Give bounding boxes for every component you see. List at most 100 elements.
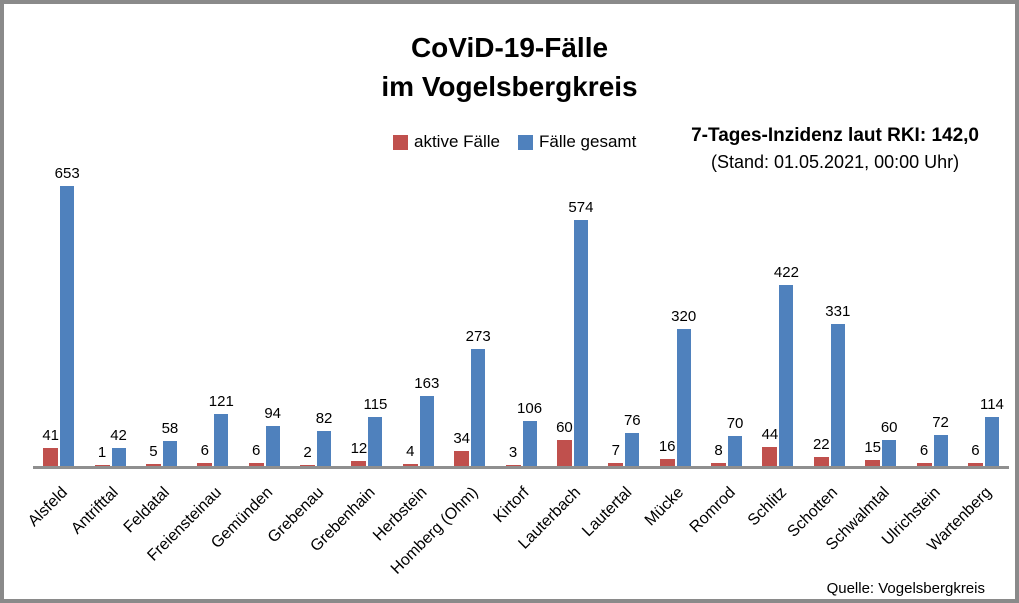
x-axis-label: Mücke	[641, 484, 688, 530]
x-axis-label: Alsfeld	[24, 484, 71, 530]
bar-total-cases: 82	[316, 410, 332, 466]
bar-value-label: 16	[658, 438, 676, 455]
x-axis-label: Romrod	[686, 484, 739, 537]
x-axis-label: Schlitz	[744, 484, 790, 530]
bar-total-cases: 653	[55, 165, 80, 466]
bar-group: 8 70	[701, 174, 752, 466]
bar-value-label: 6	[252, 442, 261, 459]
bar-total-cases: 115	[363, 396, 387, 466]
bar-value-label: 4	[406, 443, 415, 460]
bar-value-label: 1	[97, 444, 107, 461]
bar-value-label: 60	[880, 419, 898, 436]
legend-label-total-cases: Fälle gesamt	[538, 132, 637, 151]
bar-group: 4 163	[393, 174, 444, 466]
bar-active-cases: 34	[453, 430, 470, 466]
bar-total-cases: 320	[671, 308, 696, 466]
bar-group: 22 331	[804, 174, 855, 466]
chart-title: CoViD-19-Fälle im Vogelsbergkreis	[4, 28, 1015, 106]
x-axis-label: Antrifttal	[68, 484, 123, 538]
bar-total-cases: 70	[727, 415, 743, 466]
bar-value-label: 273	[465, 328, 491, 345]
bar-value-label: 3	[508, 444, 518, 461]
bar-value-label: 422	[773, 264, 799, 281]
bar-active-cases: 6	[248, 442, 264, 466]
bar-group: 6 72	[906, 174, 957, 466]
x-axis-label: Kirtorf	[490, 484, 534, 527]
bar-total-cases: 106	[517, 400, 542, 466]
bar-total-cases: 60	[881, 419, 898, 466]
legend-item-active-cases: aktive Fälle	[393, 132, 500, 152]
bar-total-cases: 422	[774, 264, 799, 466]
bar-group: 6 114	[958, 174, 1009, 466]
bar-value-label: 22	[812, 436, 830, 453]
bar-total-cases: 331	[825, 303, 850, 466]
bar-total-cases: 574	[568, 199, 593, 466]
bar-active-cases: 8	[711, 442, 727, 466]
bar-active-cases: 1	[94, 444, 110, 466]
x-axis-line	[33, 466, 1009, 469]
bar-active-cases: 5	[145, 443, 161, 466]
bar-active-cases: 3	[505, 444, 521, 466]
incidence-note-line1: 7-Tages-Inzidenz laut RKI: 142,0	[691, 125, 979, 146]
legend: aktive Fälle Fälle gesamt	[393, 132, 636, 152]
bar-value-label: 94	[264, 405, 282, 422]
bar-group: 7 76	[598, 174, 649, 466]
bar-active-cases: 2	[300, 444, 316, 466]
bar-total-cases: 94	[264, 405, 281, 466]
bar-value-label: 60	[556, 419, 573, 436]
bar-value-label: 320	[671, 308, 697, 325]
bar-group: 2 82	[290, 174, 341, 466]
legend-label-active-cases: aktive Fälle	[414, 132, 500, 151]
bar-value-label: 42	[110, 427, 127, 444]
bar-group: 1 42	[84, 174, 135, 466]
chart-title-line1: CoViD-19-Fälle	[410, 32, 609, 63]
chart-title-line2: im Vogelsbergkreis	[381, 71, 638, 102]
x-axis-label: Lautertal	[579, 484, 636, 541]
incidence-note-line2: (Stand: 01.05.2021, 00:00 Uhr)	[710, 152, 960, 172]
bar-value-label: 70	[726, 415, 744, 432]
bar-group: 15 60	[855, 174, 906, 466]
bar-active-cases: 4	[402, 443, 418, 466]
bar-value-label: 34	[453, 430, 471, 447]
bar-value-label: 41	[42, 427, 60, 444]
bar-value-label: 5	[149, 443, 158, 460]
bar-value-label: 2	[303, 444, 312, 461]
bar-value-label: 8	[714, 442, 723, 459]
incidence-annotation: 7-Tages-Inzidenz laut RKI: 142,0 (Stand:…	[691, 122, 979, 176]
bar-value-label: 163	[414, 375, 440, 392]
bar-value-label: 115	[363, 396, 388, 413]
legend-swatch-active-cases	[393, 134, 408, 150]
bar-total-cases: 163	[414, 375, 439, 466]
bar-active-cases: 6	[197, 442, 213, 466]
bar-total-cases: 114	[980, 396, 1004, 466]
bar-active-cases: 44	[762, 426, 778, 466]
bar-value-label: 6	[919, 442, 929, 459]
bar-group: 6 121	[187, 174, 238, 466]
bar-total-cases: 58	[162, 420, 178, 466]
bar-group: 41 653	[33, 165, 84, 466]
bar-active-cases: 22	[813, 436, 830, 466]
bar-value-label: 15	[864, 439, 882, 456]
bar-group: 34 273	[444, 174, 495, 466]
bar-active-cases: 16	[659, 438, 676, 466]
bar-value-label: 6	[200, 442, 209, 459]
x-axis-label: Homberg (Ohm)	[387, 484, 482, 578]
bar-group: 6 94	[239, 174, 290, 466]
bar-total-cases: 42	[110, 427, 127, 466]
bar-group: 3 106	[495, 174, 546, 466]
bar-group: 16 320	[650, 174, 701, 466]
bar-active-cases: 6	[916, 442, 932, 466]
bar-value-label: 76	[623, 412, 641, 429]
bar-group: 44 422	[752, 174, 803, 466]
bar-total-cases: 273	[466, 328, 491, 466]
bar-active-cases: 41	[42, 427, 59, 466]
bar-total-cases: 76	[624, 412, 641, 466]
bar-value-label: 6	[971, 442, 980, 459]
bar-group: 12 115	[341, 174, 392, 466]
bar-value-label: 574	[568, 199, 594, 216]
bar-group: 5 58	[136, 174, 187, 466]
bar-total-cases: 72	[932, 414, 949, 466]
bar-value-label: 12	[350, 440, 368, 457]
source-note: Quelle: Vogelsbergkreis	[826, 580, 985, 597]
